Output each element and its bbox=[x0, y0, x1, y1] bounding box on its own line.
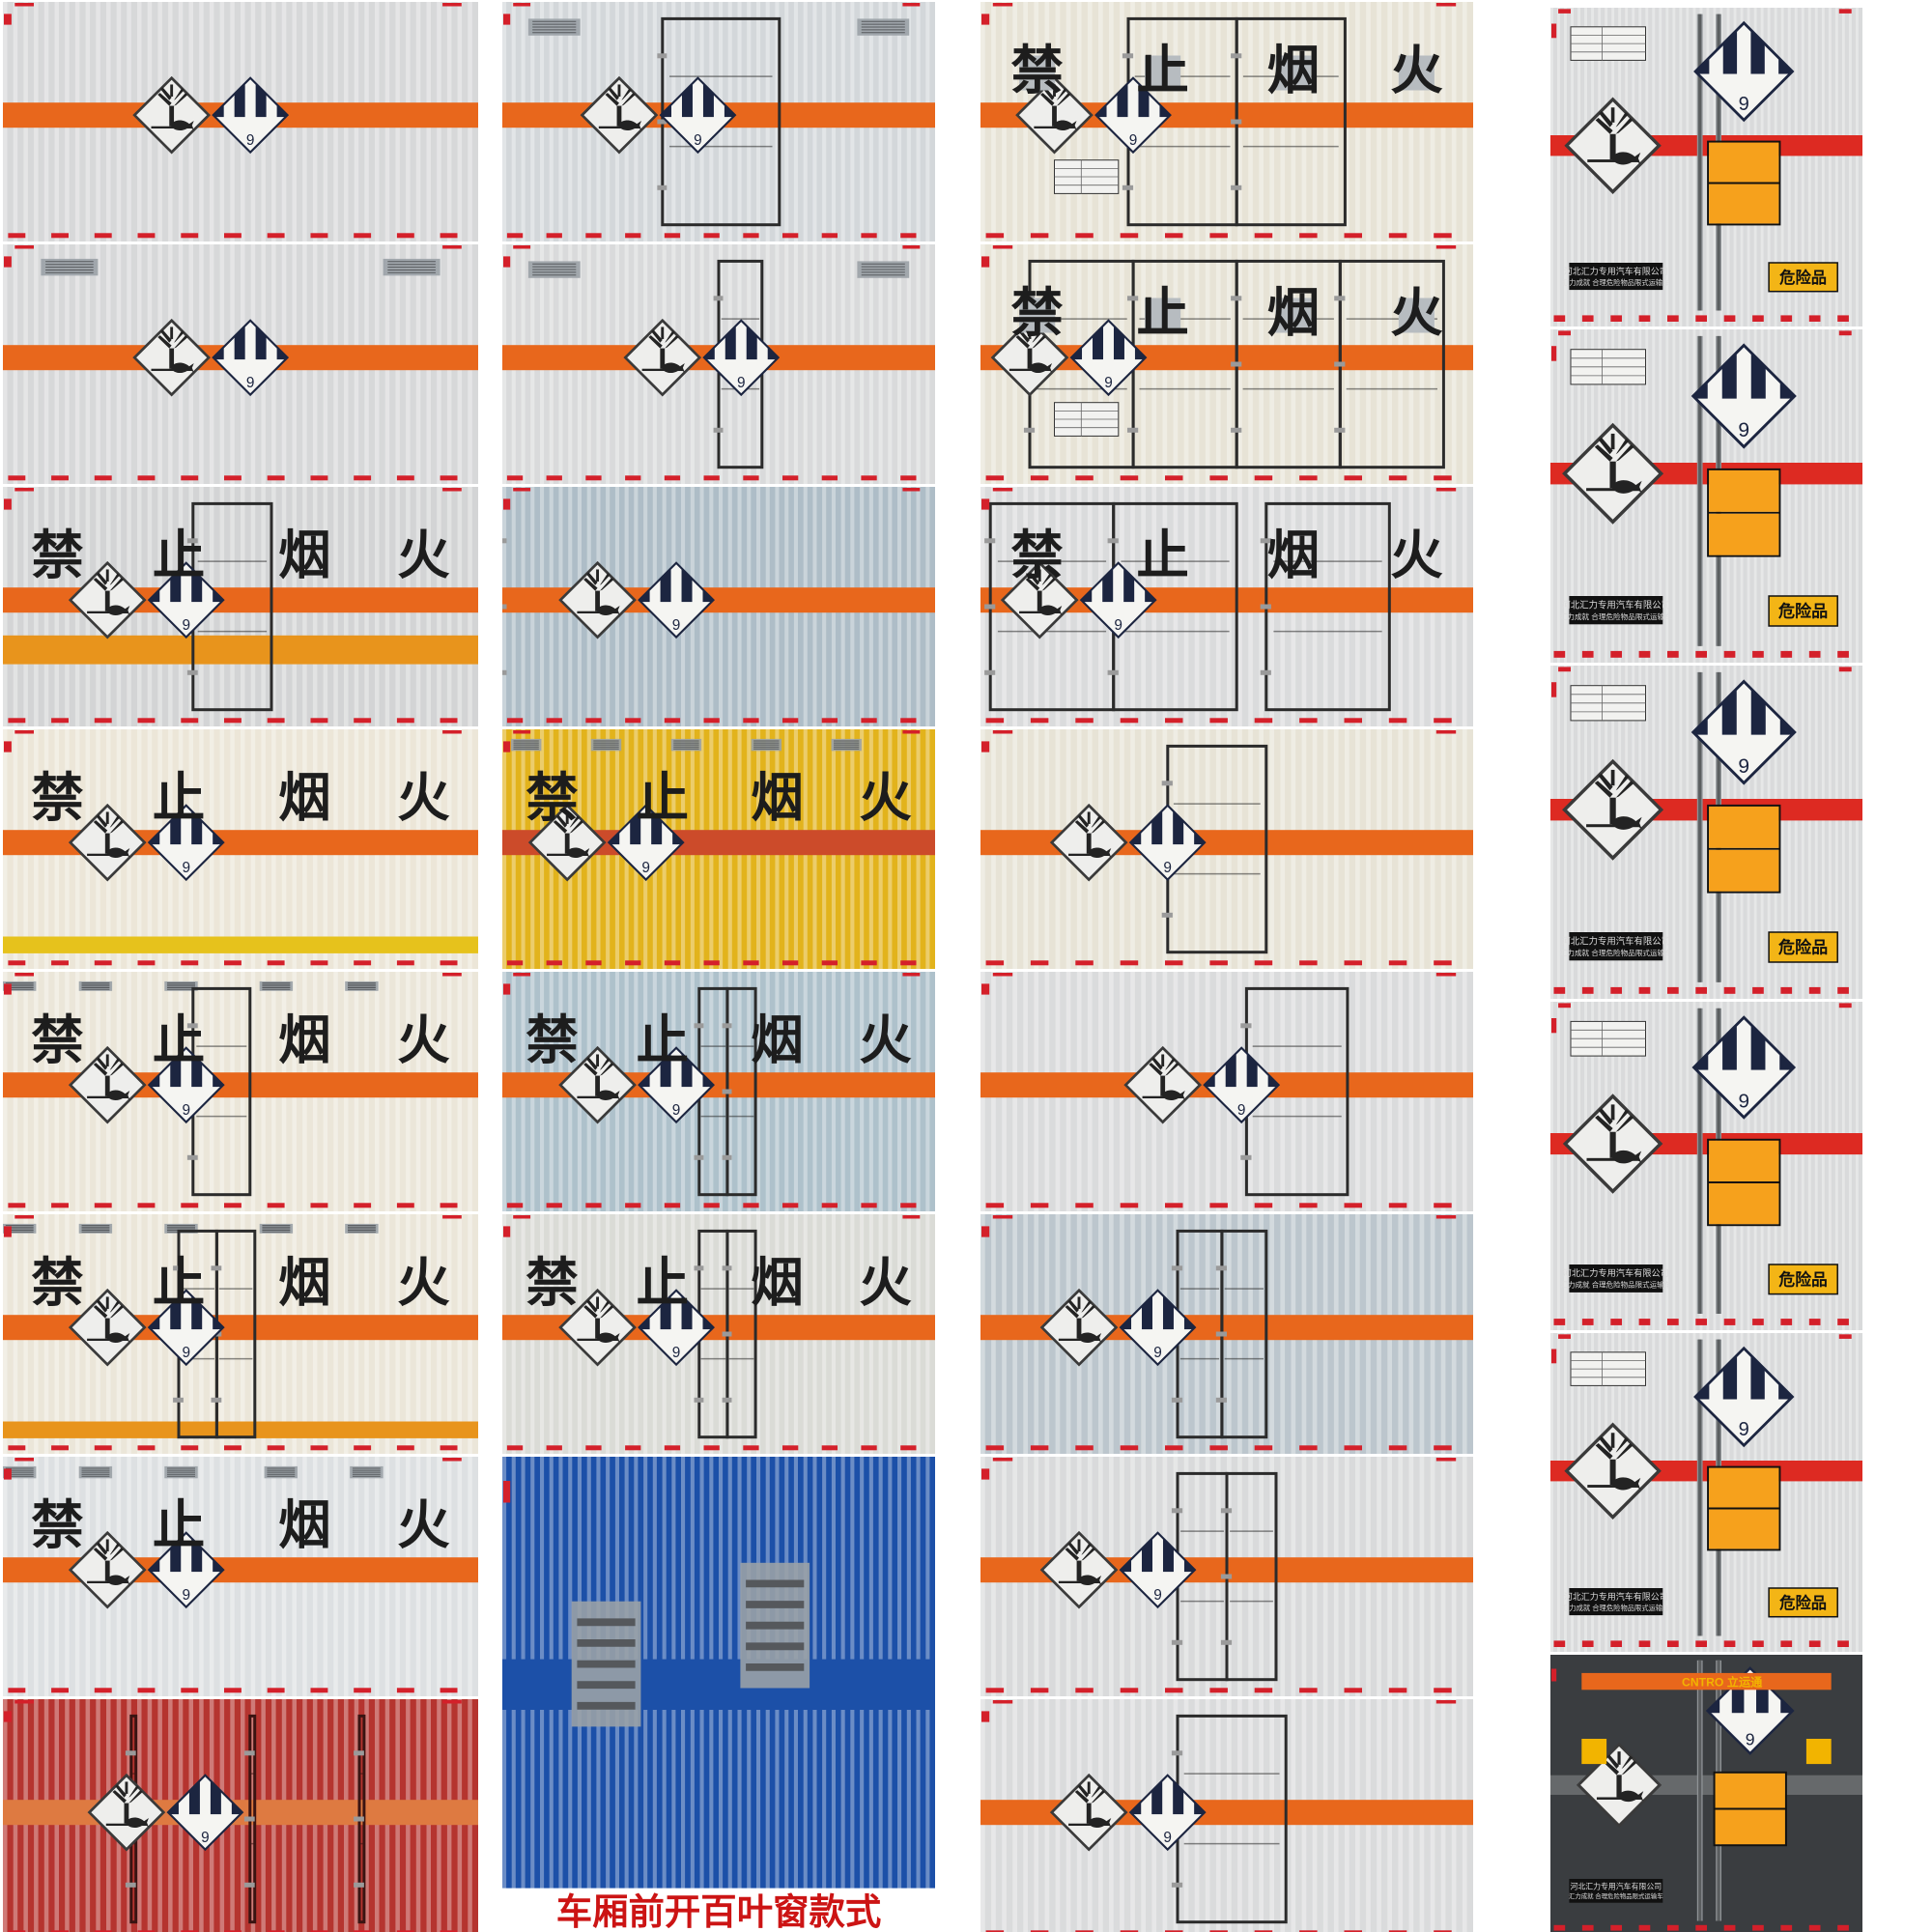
svg-text:火: 火 bbox=[1390, 283, 1443, 342]
svg-text:9: 9 bbox=[672, 617, 681, 634]
svg-text:9: 9 bbox=[1746, 1729, 1755, 1748]
svg-text:止: 止 bbox=[153, 526, 206, 584]
svg-text:CNTRO 立运通: CNTRO 立运通 bbox=[1682, 1674, 1763, 1689]
svg-text:火: 火 bbox=[397, 526, 450, 584]
svg-text:汇力成就 合理危险物品限式运输车: 汇力成就 合理危险物品限式运输车 bbox=[1562, 278, 1669, 287]
svg-text:9: 9 bbox=[1153, 1345, 1162, 1361]
svg-text:9: 9 bbox=[182, 1345, 190, 1361]
svg-text:禁: 禁 bbox=[1010, 41, 1064, 99]
svg-text:9: 9 bbox=[246, 132, 255, 149]
svg-text:禁: 禁 bbox=[31, 1495, 84, 1554]
svg-text:河北汇力专用汽车有限公司: 河北汇力专用汽车有限公司 bbox=[1563, 1267, 1669, 1278]
svg-text:禁: 禁 bbox=[526, 1010, 579, 1069]
svg-text:9: 9 bbox=[1163, 860, 1172, 876]
svg-text:火: 火 bbox=[1390, 41, 1443, 99]
svg-text:止: 止 bbox=[1136, 526, 1189, 584]
svg-text:火: 火 bbox=[397, 1010, 450, 1069]
svg-text:烟: 烟 bbox=[278, 526, 331, 584]
svg-text:9: 9 bbox=[1738, 419, 1749, 441]
svg-text:烟: 烟 bbox=[278, 768, 331, 827]
svg-text:烟: 烟 bbox=[751, 768, 804, 827]
svg-text:河北汇力专用汽车有限公司: 河北汇力专用汽车有限公司 bbox=[1562, 935, 1671, 946]
svg-text:9: 9 bbox=[1104, 375, 1113, 391]
svg-text:烟: 烟 bbox=[751, 1010, 804, 1069]
svg-text:9: 9 bbox=[1129, 132, 1138, 149]
svg-text:9: 9 bbox=[694, 132, 702, 149]
svg-text:9: 9 bbox=[1738, 755, 1749, 778]
svg-text:止: 止 bbox=[1136, 41, 1189, 99]
svg-text:火: 火 bbox=[397, 1253, 450, 1312]
svg-text:火: 火 bbox=[1390, 526, 1443, 584]
svg-text:禁: 禁 bbox=[31, 1253, 84, 1312]
svg-text:汇力成就 合理危险物品限式运输车: 汇力成就 合理危险物品限式运输车 bbox=[1560, 611, 1672, 621]
svg-text:车厢前开百叶窗款式: 车厢前开百叶窗款式 bbox=[556, 1891, 882, 1932]
svg-text:烟: 烟 bbox=[278, 1010, 331, 1069]
svg-text:止: 止 bbox=[153, 1495, 206, 1554]
svg-text:止: 止 bbox=[636, 768, 689, 827]
svg-text:危险品: 危险品 bbox=[1779, 269, 1827, 287]
svg-text:9: 9 bbox=[182, 617, 190, 634]
svg-text:9: 9 bbox=[1237, 1102, 1246, 1119]
svg-text:汇力成就 合理危险物品限式运输车: 汇力成就 合理危险物品限式运输车 bbox=[1569, 1891, 1663, 1900]
svg-text:火: 火 bbox=[397, 768, 450, 827]
svg-text:烟: 烟 bbox=[1267, 283, 1321, 342]
svg-text:9: 9 bbox=[201, 1830, 210, 1846]
svg-text:烟: 烟 bbox=[1267, 526, 1321, 584]
svg-text:9: 9 bbox=[641, 860, 650, 876]
svg-text:火: 火 bbox=[859, 1253, 912, 1312]
svg-text:9: 9 bbox=[182, 1102, 190, 1119]
svg-text:汇力成就 合理危险物品限式运输车: 汇力成就 合理危险物品限式运输车 bbox=[1560, 948, 1672, 957]
svg-text:禁: 禁 bbox=[31, 768, 84, 827]
svg-text:止: 止 bbox=[1136, 283, 1189, 342]
svg-text:禁: 禁 bbox=[31, 1010, 84, 1069]
svg-text:禁: 禁 bbox=[1010, 283, 1064, 342]
svg-text:河北汇力专用汽车有限公司: 河北汇力专用汽车有限公司 bbox=[1564, 1591, 1668, 1602]
svg-text:烟: 烟 bbox=[751, 1253, 804, 1312]
svg-text:河北汇力专用汽车有限公司: 河北汇力专用汽车有限公司 bbox=[1564, 266, 1668, 276]
svg-text:危险品: 危险品 bbox=[1777, 602, 1828, 621]
svg-text:9: 9 bbox=[246, 375, 255, 391]
svg-text:火: 火 bbox=[397, 1495, 450, 1554]
svg-text:9: 9 bbox=[737, 375, 746, 391]
svg-text:烟: 烟 bbox=[278, 1495, 331, 1554]
svg-text:止: 止 bbox=[636, 1253, 689, 1312]
svg-text:河北汇力专用汽车有限公司: 河北汇力专用汽车有限公司 bbox=[1562, 599, 1671, 610]
svg-text:危险品: 危险品 bbox=[1777, 1269, 1827, 1289]
svg-text:烟: 烟 bbox=[1267, 41, 1321, 99]
svg-text:9: 9 bbox=[1163, 1830, 1172, 1846]
svg-text:火: 火 bbox=[859, 768, 912, 827]
svg-text:9: 9 bbox=[1153, 1587, 1162, 1604]
svg-text:禁: 禁 bbox=[1010, 526, 1064, 584]
svg-text:禁: 禁 bbox=[526, 768, 579, 827]
svg-text:9: 9 bbox=[672, 1345, 681, 1361]
svg-text:禁: 禁 bbox=[526, 1253, 579, 1312]
svg-text:止: 止 bbox=[153, 768, 206, 827]
svg-text:河北汇力专用汽车有限公司: 河北汇力专用汽车有限公司 bbox=[1570, 1881, 1662, 1890]
svg-text:9: 9 bbox=[1114, 617, 1122, 634]
svg-text:止: 止 bbox=[153, 1253, 206, 1312]
svg-text:9: 9 bbox=[1739, 1090, 1750, 1112]
svg-text:止: 止 bbox=[153, 1010, 206, 1069]
svg-text:危险品: 危险品 bbox=[1777, 938, 1828, 957]
svg-text:火: 火 bbox=[859, 1010, 912, 1069]
svg-text:9: 9 bbox=[1739, 1419, 1749, 1440]
svg-text:禁: 禁 bbox=[31, 526, 84, 584]
svg-text:烟: 烟 bbox=[278, 1253, 331, 1312]
svg-text:汇力成就 合理危险物品限式运输车: 汇力成就 合理危险物品限式运输车 bbox=[1562, 1604, 1669, 1612]
svg-text:止: 止 bbox=[636, 1010, 689, 1069]
svg-text:9: 9 bbox=[182, 1587, 190, 1604]
svg-text:9: 9 bbox=[672, 1102, 681, 1119]
svg-text:9: 9 bbox=[1739, 94, 1749, 115]
svg-text:危险品: 危险品 bbox=[1779, 1594, 1827, 1612]
svg-text:汇力成就 合理危险物品限式运输车: 汇力成就 合理危险物品限式运输车 bbox=[1561, 1280, 1672, 1290]
svg-text:9: 9 bbox=[182, 860, 190, 876]
